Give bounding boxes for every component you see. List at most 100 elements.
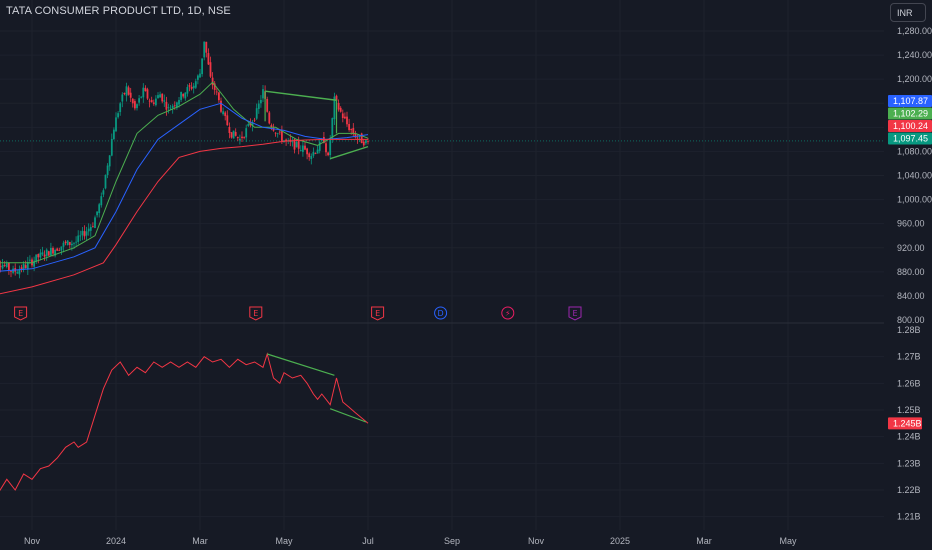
candle	[186, 87, 189, 94]
candle	[325, 143, 327, 153]
time-tick-label: Mar	[696, 536, 712, 546]
candle	[129, 92, 132, 98]
candle	[113, 129, 115, 140]
candle	[3, 265, 6, 266]
candle	[1, 264, 4, 269]
trendline[interactable]	[265, 90, 337, 101]
candle	[333, 96, 336, 120]
candle	[291, 141, 294, 143]
candle	[5, 263, 8, 267]
candle	[299, 150, 302, 151]
candle	[339, 107, 342, 112]
candle	[226, 115, 229, 126]
candle	[209, 62, 212, 77]
trendline[interactable]	[267, 353, 335, 376]
candle	[341, 113, 344, 119]
candle	[247, 124, 250, 126]
indicator-pane[interactable]	[0, 352, 369, 493]
candle	[230, 132, 233, 138]
candle	[367, 141, 369, 143]
candle	[47, 251, 50, 256]
price-tick-label: 1,080.00	[897, 146, 932, 156]
candle	[203, 41, 206, 58]
price-axis[interactable]: 840.00 880.00 920.00 960.00 1,000.00 1,040.00…	[888, 26, 932, 522]
moving-average-line	[0, 138, 368, 295]
indicator-tick-label: 1.23B	[897, 458, 921, 468]
candle	[211, 77, 214, 86]
time-tick-label: Mar	[192, 536, 208, 546]
candle	[276, 133, 279, 135]
price-tick-label: 1,000.00	[897, 195, 932, 205]
indicator-tick-label: 1.25B	[897, 405, 921, 415]
candle	[295, 142, 298, 148]
candle	[224, 112, 227, 117]
candle	[102, 190, 105, 195]
candle	[266, 98, 269, 112]
price-tick-label: 800.00	[897, 315, 925, 325]
candle	[62, 242, 65, 247]
candle	[146, 89, 149, 99]
candle	[68, 242, 71, 245]
indicator-line	[0, 352, 369, 492]
event-marker-label: D	[438, 309, 444, 318]
events-row: E E E D ⚡ E	[14, 306, 582, 321]
candle	[77, 235, 80, 242]
price-pane[interactable]	[0, 41, 884, 296]
price-label-text: 1,097.45	[893, 134, 928, 144]
indicator-tick-label: 1.21B	[897, 512, 921, 522]
candle	[257, 103, 260, 109]
candle	[106, 165, 109, 176]
indicator-value-text: 1.245B	[893, 418, 922, 428]
candle	[350, 129, 353, 131]
candle	[121, 94, 124, 102]
earnings-marker[interactable]	[371, 306, 385, 321]
candle	[18, 269, 21, 275]
candle	[308, 153, 311, 158]
candle	[304, 145, 306, 150]
candle	[110, 138, 113, 156]
candle	[24, 265, 27, 269]
candle	[184, 92, 187, 99]
candle	[182, 94, 185, 97]
candle	[138, 98, 140, 103]
event-marker-label: E	[253, 309, 258, 318]
candle	[297, 140, 300, 149]
candle	[26, 262, 29, 270]
candle	[232, 130, 235, 139]
currency-button[interactable]: INR	[890, 3, 926, 22]
trendline[interactable]	[329, 145, 369, 160]
candle	[117, 113, 119, 118]
candle	[131, 98, 134, 104]
event-marker-label: ⚡	[505, 309, 511, 318]
candle	[236, 137, 239, 139]
price-tick-label: 840.00	[897, 291, 925, 301]
candle	[362, 141, 365, 146]
candle	[108, 155, 111, 167]
candle	[115, 117, 117, 132]
candle	[320, 139, 323, 141]
candle	[29, 259, 31, 261]
candle	[228, 126, 231, 133]
dividend-marker[interactable]	[434, 306, 448, 320]
candle	[8, 263, 10, 271]
candle	[190, 86, 193, 89]
candle	[92, 226, 94, 228]
candle	[35, 254, 38, 262]
candle	[178, 100, 180, 105]
price-tick-label: 1,040.00	[897, 171, 932, 181]
time-axis[interactable]: Nov 2024 Mar May Jul Sep Nov 2025 Mar May	[24, 536, 797, 546]
candle	[148, 100, 151, 102]
candle	[180, 92, 182, 100]
earnings-marker[interactable]	[249, 306, 263, 321]
trendline[interactable]	[329, 408, 367, 423]
candle	[337, 102, 340, 110]
earnings-marker[interactable]	[14, 306, 28, 321]
earnings-marker[interactable]	[568, 306, 582, 321]
candle	[274, 132, 277, 134]
candle	[331, 118, 334, 139]
candle	[96, 211, 98, 216]
split-marker[interactable]	[501, 306, 515, 320]
candle	[94, 217, 96, 229]
